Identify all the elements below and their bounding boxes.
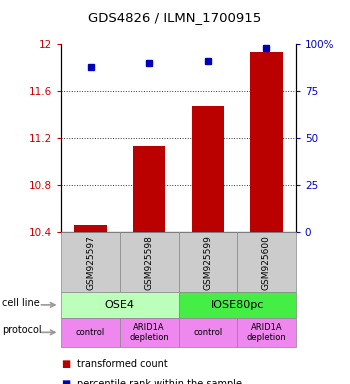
Text: GSM925598: GSM925598 (145, 235, 154, 290)
Bar (250, 52, 282, 232)
Text: IOSE80pc: IOSE80pc (210, 300, 264, 310)
Text: percentile rank within the sample: percentile rank within the sample (77, 379, 242, 384)
Text: GSM925597: GSM925597 (86, 235, 95, 290)
Text: control: control (76, 328, 105, 337)
Text: OSE4: OSE4 (105, 300, 135, 310)
Text: GDS4826 / ILMN_1700915: GDS4826 / ILMN_1700915 (88, 11, 262, 24)
Bar (133, 146, 165, 232)
Bar (192, 106, 224, 232)
Text: GSM925600: GSM925600 (262, 235, 271, 290)
Text: cell line: cell line (2, 298, 40, 308)
Bar (75, 225, 107, 232)
Text: ARID1A
depletion: ARID1A depletion (246, 323, 286, 342)
Text: ■: ■ (61, 359, 70, 369)
Text: GSM925599: GSM925599 (203, 235, 212, 290)
Text: ARID1A
depletion: ARID1A depletion (129, 323, 169, 342)
Text: control: control (193, 328, 223, 337)
Text: transformed count: transformed count (77, 359, 168, 369)
Text: ■: ■ (61, 379, 70, 384)
Text: protocol: protocol (2, 325, 41, 336)
